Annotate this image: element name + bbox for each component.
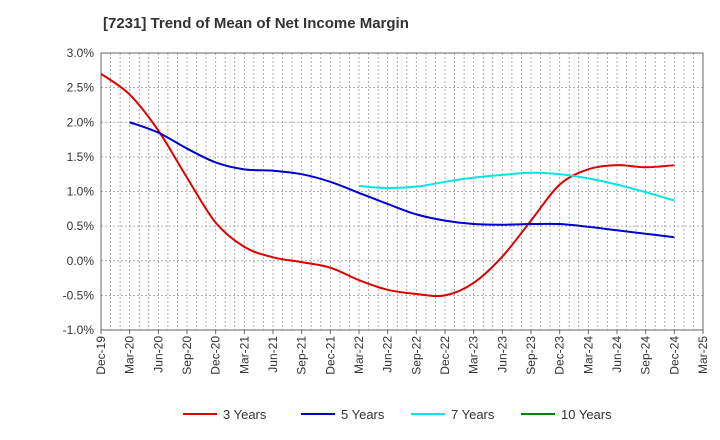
x-axis-ticks: Dec-19 Mar-20 Jun-20 Sep-20 Dec-20 Mar-21 Jun-… <box>94 336 710 375</box>
x-tick-label: Jun-23 <box>495 336 509 373</box>
series-lines <box>100 72 675 298</box>
series-line-5-years <box>129 121 675 239</box>
legend-label: 10 Years <box>561 407 612 422</box>
x-tick-label: Sep-24 <box>639 336 653 375</box>
x-tick-label: Sep-20 <box>180 336 194 375</box>
x-tick-label: Dec-24 <box>667 336 681 375</box>
y-tick-label: -0.5% <box>63 288 95 302</box>
chart-title: [7231] Trend of Mean of Net Income Margi… <box>103 15 409 32</box>
x-tick-label: Jun-20 <box>151 336 165 373</box>
x-tick-label: Dec-22 <box>438 336 452 375</box>
x-tick-label: Jun-24 <box>610 336 624 373</box>
legend-label: 7 Years <box>451 407 495 422</box>
x-tick-label: Dec-19 <box>94 336 108 375</box>
x-tick-label: Sep-23 <box>524 336 538 375</box>
x-tick-label: Mar-23 <box>467 336 481 374</box>
legend: 3 Years 5 Years 7 Years 10 Years <box>183 407 612 422</box>
y-tick-label: -1.0% <box>63 323 95 337</box>
y-tick-label: 3.0% <box>67 46 95 60</box>
x-tick-label: Jun-21 <box>266 336 280 373</box>
x-tick-label: Dec-23 <box>553 336 567 375</box>
y-tick-label: 0.5% <box>67 219 95 233</box>
x-tick-label: Mar-24 <box>581 336 595 374</box>
series-line-7-years <box>358 171 675 202</box>
y-tick-label: 2.0% <box>67 115 95 129</box>
legend-label: 3 Years <box>223 407 267 422</box>
y-tick-label: 1.0% <box>67 185 95 199</box>
y-tick-label: 0.0% <box>67 254 95 268</box>
x-tick-label: Mar-21 <box>237 336 251 374</box>
plot-area <box>100 52 704 331</box>
x-tick-label: Sep-22 <box>409 336 423 375</box>
y-axis-ticks: 3.0% 2.5% 2.0% 1.5% 1.0% 0.5% 0.0% -0.5% -1.0% <box>63 46 95 337</box>
x-tick-label: Jun-22 <box>381 336 395 373</box>
legend-label: 5 Years <box>341 407 385 422</box>
x-tick-label: Sep-21 <box>295 336 309 375</box>
grid <box>100 52 704 331</box>
x-tick-label: Dec-20 <box>209 336 223 375</box>
y-tick-label: 2.5% <box>67 81 95 95</box>
x-tick-label: Mar-22 <box>352 336 366 374</box>
series-line-3-years <box>100 72 675 298</box>
x-tick-label: Mar-25 <box>696 336 710 374</box>
x-tick-label: Dec-21 <box>323 336 337 375</box>
axes <box>100 52 704 334</box>
x-tick-label: Mar-20 <box>123 336 137 374</box>
y-tick-label: 1.5% <box>67 150 95 164</box>
